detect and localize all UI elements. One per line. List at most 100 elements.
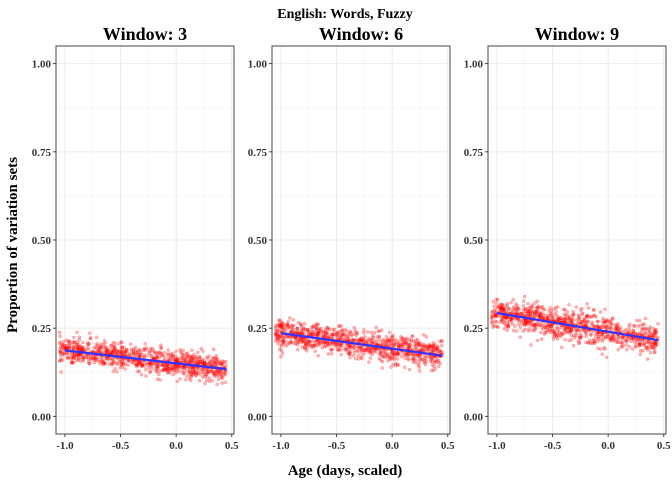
data-point	[368, 350, 373, 355]
data-point	[290, 324, 295, 328]
data-point	[359, 355, 364, 359]
data-point	[192, 366, 197, 371]
data-point	[504, 316, 509, 321]
data-point	[219, 362, 223, 366]
data-point	[137, 369, 142, 373]
data-point	[133, 345, 138, 350]
data-point	[71, 345, 76, 350]
data-point	[217, 360, 221, 365]
data-point	[500, 314, 505, 319]
data-point	[134, 362, 139, 366]
data-point	[212, 371, 217, 375]
data-point	[191, 360, 196, 364]
data-point	[120, 344, 124, 349]
data-point	[72, 356, 76, 361]
data-point	[155, 355, 160, 359]
data-point	[75, 346, 79, 351]
data-point	[143, 367, 148, 372]
data-point	[598, 310, 603, 314]
data-point	[113, 341, 117, 346]
data-point	[176, 358, 181, 363]
data-point	[140, 362, 145, 367]
data-point	[331, 327, 335, 332]
x-tick-label: -1.0	[56, 440, 74, 452]
data-point	[315, 344, 319, 348]
data-point	[375, 335, 380, 339]
x-tick-label: 0.5	[225, 440, 239, 452]
data-point	[165, 367, 170, 372]
data-point	[373, 340, 378, 345]
data-point	[323, 344, 328, 349]
data-point	[146, 366, 151, 370]
data-point	[533, 301, 537, 305]
data-point	[562, 307, 567, 312]
data-point	[220, 359, 225, 364]
data-point	[177, 365, 181, 370]
data-point	[121, 351, 125, 356]
data-point	[183, 357, 187, 361]
data-point	[637, 318, 642, 323]
data-point	[404, 341, 409, 346]
data-point	[352, 332, 357, 336]
data-point	[342, 332, 347, 337]
data-point	[280, 327, 285, 332]
data-point	[278, 318, 283, 323]
data-point	[84, 355, 88, 360]
data-point	[65, 344, 69, 348]
data-point	[81, 357, 85, 361]
data-point	[360, 348, 364, 353]
data-point	[99, 346, 104, 350]
data-point	[505, 328, 510, 333]
data-point	[638, 331, 642, 335]
data-point	[383, 339, 388, 343]
data-point	[180, 356, 184, 360]
data-point	[277, 329, 282, 333]
data-point	[291, 317, 296, 322]
data-point	[277, 339, 282, 344]
data-point	[160, 363, 165, 368]
data-point	[108, 350, 113, 354]
data-point	[523, 327, 528, 332]
data-point	[555, 336, 560, 341]
data-point	[645, 357, 650, 361]
data-point	[427, 344, 432, 349]
data-point	[94, 345, 98, 349]
data-point	[420, 358, 425, 362]
data-point	[565, 310, 570, 314]
data-point	[101, 361, 106, 366]
data-point	[171, 372, 175, 377]
data-point	[85, 340, 90, 345]
data-point	[200, 357, 205, 362]
data-point	[130, 349, 134, 354]
data-point	[431, 346, 435, 351]
data-point	[600, 333, 605, 337]
data-point	[321, 330, 326, 335]
data-point	[648, 350, 653, 355]
data-point	[95, 341, 99, 346]
data-point	[183, 357, 188, 362]
data-point	[523, 322, 527, 327]
data-point	[186, 355, 190, 360]
data-point	[324, 330, 329, 335]
data-point	[425, 348, 429, 352]
data-point	[60, 342, 64, 346]
x-tick-label: 0.5	[657, 440, 671, 452]
data-point	[591, 323, 595, 328]
data-point	[192, 352, 196, 357]
data-point	[208, 361, 212, 366]
data-point	[207, 379, 212, 384]
data-point	[434, 347, 439, 352]
data-point	[380, 359, 385, 364]
data-point	[88, 357, 93, 361]
data-point	[131, 349, 136, 353]
data-point	[111, 369, 115, 374]
data-point	[169, 366, 174, 371]
data-point	[316, 331, 320, 335]
data-point	[331, 332, 335, 337]
data-point	[423, 357, 427, 361]
data-point	[367, 349, 371, 354]
data-point	[117, 359, 121, 364]
data-point	[334, 342, 338, 347]
data-point	[74, 353, 79, 358]
data-point	[308, 339, 312, 344]
